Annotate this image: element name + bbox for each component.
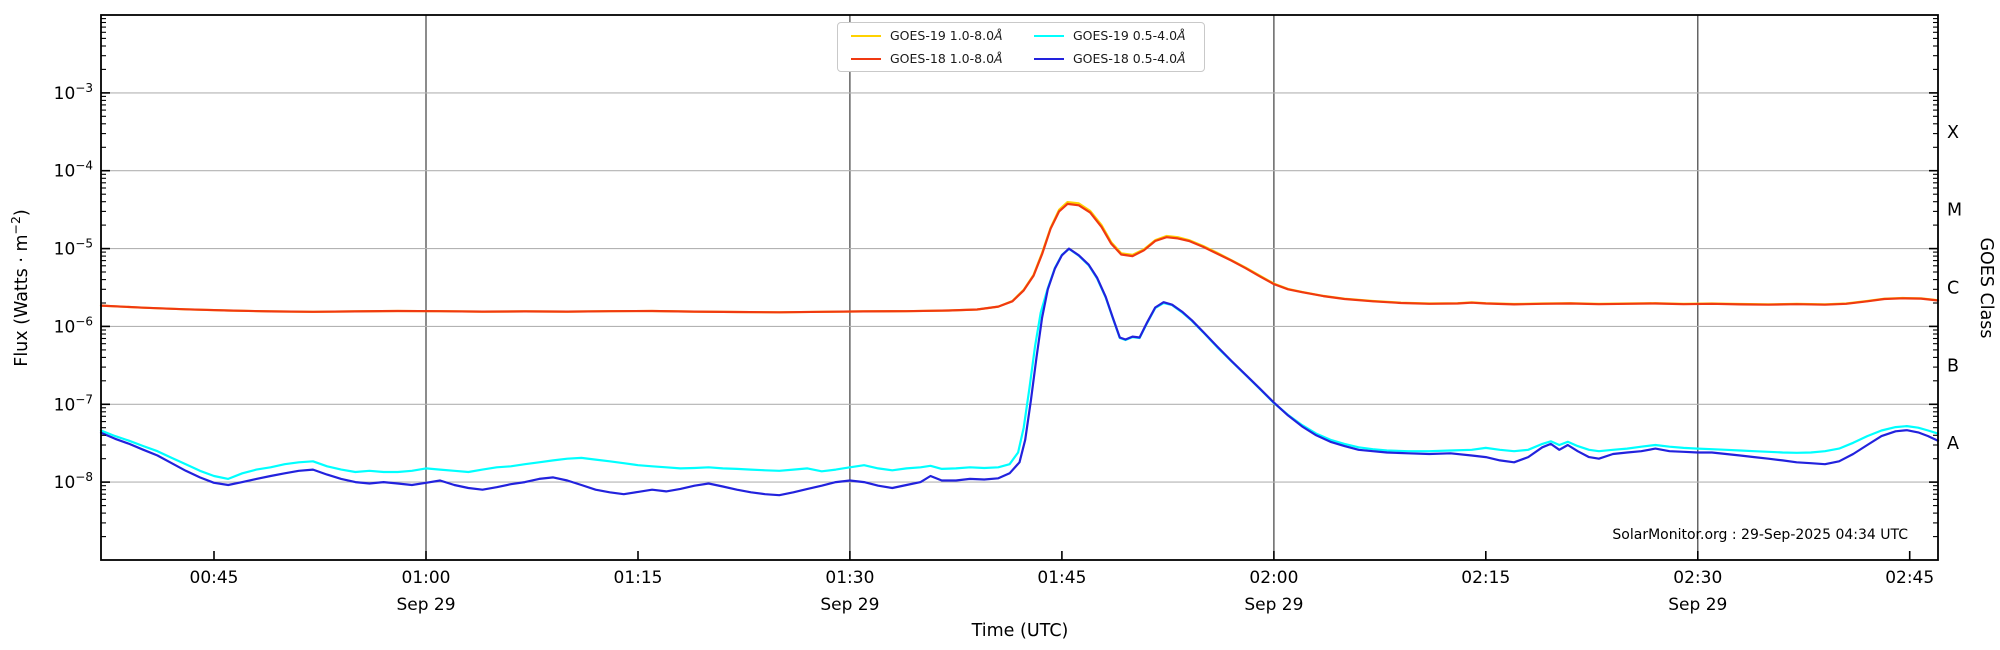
x-tick-labels: 00:45 01:00 01:15 01:30 01:45 02:00 02:15 02:30… (190, 568, 1935, 615)
legend-item: GOES-18 0.5-4.0Å (1021, 51, 1204, 66)
plot-border (100, 14, 1939, 561)
series-goes19-short (99, 247, 1940, 480)
series-goes18-long (99, 202, 1940, 314)
vertical-gridlines (425, 15, 1699, 560)
svg-text:10−6: 10−6 (54, 314, 93, 337)
legend-swatch-goes19-short (1034, 34, 1064, 37)
right-axis-title: GOES Class (1976, 237, 1996, 338)
svg-text:10−4: 10−4 (54, 159, 93, 182)
svg-text:00:45: 00:45 (190, 568, 239, 588)
y-ticks (101, 92, 1938, 483)
svg-text:01:45: 01:45 (1037, 568, 1086, 588)
svg-text:01:30: 01:30 (825, 568, 874, 588)
y-tick-labels: 10−3 10−4 10−5 10−6 10−7 10−8 (54, 81, 93, 493)
svg-text:10−3: 10−3 (54, 81, 93, 104)
date-sublabel: Sep 29 (396, 595, 455, 615)
legend-item: GOES-19 0.5-4.0Å (1021, 28, 1204, 43)
goes-class-labels: X M C B A (1947, 123, 1962, 454)
legend-label: GOES-19 1.0-8.0Å (890, 28, 1003, 43)
x-axis-title: Time (UTC) (971, 621, 1069, 641)
svg-text:X: X (1947, 123, 1959, 143)
svg-text:M: M (1947, 201, 1962, 221)
y-axis-title: Flux (Watts · m−2) (8, 209, 32, 367)
series-goes18-short (99, 247, 1940, 497)
legend-label: GOES-18 0.5-4.0Å (1073, 51, 1186, 66)
legend-item: GOES-18 1.0-8.0Å (838, 51, 1021, 66)
x-ticks (213, 551, 1911, 560)
date-sublabel: Sep 29 (820, 595, 879, 615)
svg-text:C: C (1947, 279, 1959, 299)
horizontal-gridlines (101, 92, 1938, 483)
date-sublabel: Sep 29 (1244, 595, 1303, 615)
legend: GOES-19 1.0-8.0Å GOES-18 1.0-8.0Å GOES-1… (837, 22, 1205, 72)
legend-swatch-goes19-long (851, 34, 881, 37)
legend-swatch-goes18-short (1034, 57, 1064, 60)
svg-text:02:30: 02:30 (1673, 568, 1722, 588)
legend-label: GOES-19 0.5-4.0Å (1073, 28, 1186, 43)
svg-text:10−5: 10−5 (54, 237, 93, 260)
attribution-text: SolarMonitor.org : 29-Sep-2025 04:34 UTC (1612, 527, 1908, 543)
svg-text:01:00: 01:00 (402, 568, 451, 588)
svg-text:10−8: 10−8 (54, 470, 93, 493)
svg-text:02:15: 02:15 (1461, 568, 1510, 588)
svg-text:02:00: 02:00 (1249, 568, 1298, 588)
svg-text:B: B (1947, 356, 1959, 376)
legend-label: GOES-18 1.0-8.0Å (890, 51, 1003, 66)
svg-text:A: A (1947, 434, 1959, 454)
legend-item: GOES-19 1.0-8.0Å (838, 28, 1021, 43)
y-minor-ticks (101, 18, 1938, 538)
svg-text:02:45: 02:45 (1885, 568, 1934, 588)
svg-text:10−7: 10−7 (54, 392, 93, 415)
date-sublabel: Sep 29 (1668, 595, 1727, 615)
svg-text:01:15: 01:15 (614, 568, 663, 588)
legend-swatch-goes18-long (851, 57, 881, 60)
